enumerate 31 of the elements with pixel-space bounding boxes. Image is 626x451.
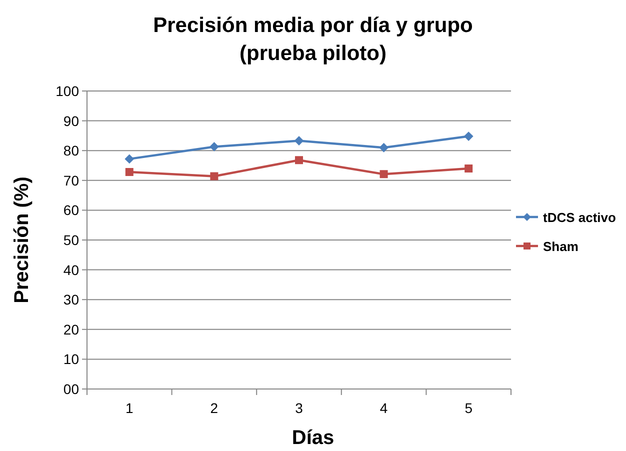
x-tick-label: 1 xyxy=(126,400,134,416)
point xyxy=(295,156,303,164)
point xyxy=(379,143,388,152)
y-tick-label: 80 xyxy=(63,142,80,159)
y-axis-title: Precisión (%) xyxy=(11,176,33,304)
x-tick-label: 5 xyxy=(464,400,473,416)
point xyxy=(294,136,304,146)
x-tick-label: 4 xyxy=(380,400,388,416)
point xyxy=(124,154,134,164)
point xyxy=(125,168,134,176)
y-tick-label: 50 xyxy=(63,232,80,248)
chart-title: Precisión media por día y grupo (prueba piloto) xyxy=(153,14,473,65)
y-tick-label: 90 xyxy=(63,112,80,129)
x-axis-title: Días xyxy=(292,427,334,449)
y-tick-label: 70 xyxy=(63,172,80,188)
point xyxy=(210,172,218,180)
legend-label: Sham xyxy=(543,239,578,254)
point xyxy=(380,170,388,178)
y-tick-label: 60 xyxy=(63,202,80,218)
legend-label: tDCS activo xyxy=(543,210,616,225)
y-tick-label: 00 xyxy=(63,381,80,397)
point xyxy=(210,142,219,152)
y-tick-label: 20 xyxy=(63,321,80,338)
y-tick-label: 10 xyxy=(63,351,80,368)
y-tick-label: 30 xyxy=(63,292,80,308)
x-tick-label: 2 xyxy=(210,400,218,416)
y-tick-label: 40 xyxy=(63,262,80,278)
point xyxy=(464,164,473,172)
x-tick-label: 3 xyxy=(295,400,304,416)
point xyxy=(464,132,474,141)
y-tick-label: 100 xyxy=(56,83,80,99)
